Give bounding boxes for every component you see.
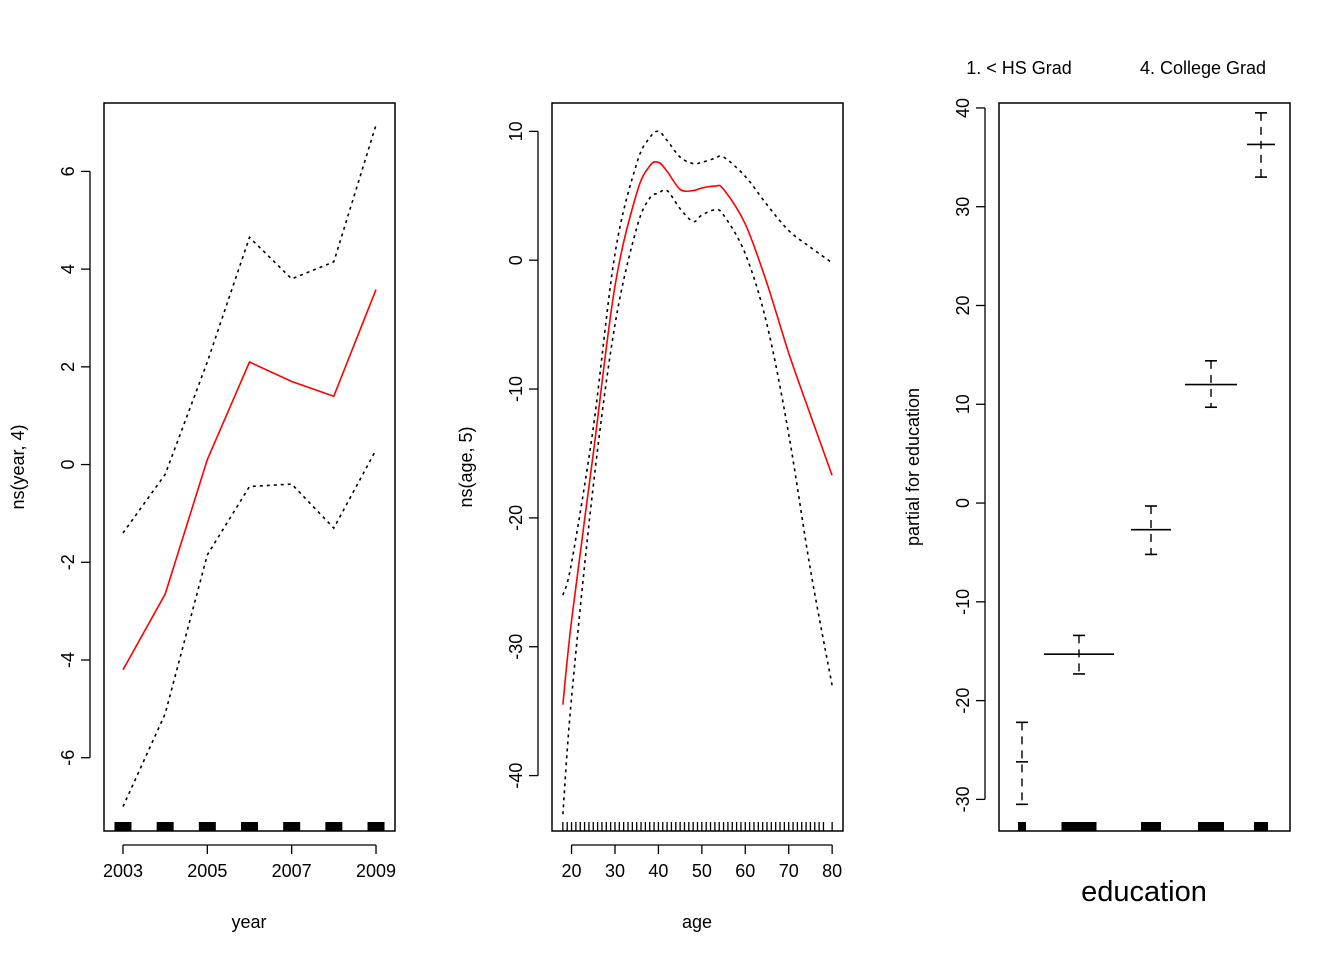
- y-tick-label: 6: [58, 166, 78, 176]
- top-label-second: 4. College Grad: [1140, 58, 1266, 78]
- panel-education: -30 -20 -10 0 10 20 30 40 1. < HS Grad 4. Colle…: [903, 58, 1291, 908]
- y-tick-label: 10: [506, 121, 526, 141]
- series-line-fit: [562, 160, 833, 705]
- panel-year: 2003 2005 2007 2009 -6 -4 -2 0 2 4 6 year ns(year…: [8, 102, 396, 932]
- x-axis: 20 30 40 50 60 70 80: [562, 844, 842, 881]
- y-tick-label: -30: [953, 786, 973, 812]
- plot-frame: [551, 102, 844, 832]
- y-axis: -40 -30 -20 -10 0 10: [506, 121, 539, 789]
- education-estimates: [1016, 112, 1275, 806]
- education-estimate: [1016, 721, 1028, 806]
- panel-age: 20 30 40 50 60 70 80 -40 -30 -20 -10 0 10 age ns(ag…: [456, 102, 844, 932]
- education-estimate: [1131, 505, 1171, 556]
- x-tick-label: 40: [648, 861, 668, 881]
- y-tick-label: 4: [58, 264, 78, 274]
- y-tick-label: -40: [506, 763, 526, 789]
- x-tick-label: 70: [779, 861, 799, 881]
- rug-mark: [1061, 822, 1097, 831]
- y-tick-label: -10: [506, 376, 526, 402]
- series-line-lower: [122, 449, 377, 807]
- y-tick-label: -4: [58, 652, 78, 668]
- education-estimate: [1185, 360, 1237, 409]
- y-axis-label: ns(age, 5): [456, 426, 476, 507]
- x-tick-label: 60: [735, 861, 755, 881]
- rug-mark: [1141, 822, 1161, 831]
- rug-mark: [1018, 822, 1026, 831]
- y-tick-label: -10: [953, 589, 973, 615]
- x-axis-label: education: [1081, 876, 1207, 908]
- series-line-upper: [122, 124, 377, 534]
- education-estimate: [1044, 634, 1114, 675]
- x-tick-label: 20: [562, 861, 582, 881]
- plot-frame: [103, 102, 396, 832]
- x-tick-label: 2005: [187, 861, 227, 881]
- y-tick-label: 0: [953, 498, 973, 508]
- x-axis-label: age: [682, 912, 712, 932]
- top-label-first: 1. < HS Grad: [966, 58, 1072, 78]
- x-tick-label: 30: [605, 861, 625, 881]
- y-tick-label: 2: [58, 362, 78, 372]
- y-axis-label: partial for education: [903, 388, 923, 546]
- y-tick-label: -30: [506, 634, 526, 660]
- rug-mark: [1254, 822, 1268, 831]
- y-tick-label: -20: [506, 505, 526, 531]
- y-axis: -30 -20 -10 0 10 20 30 40: [953, 98, 986, 812]
- y-tick-label: 40: [953, 98, 973, 118]
- x-tick-label: 80: [822, 861, 842, 881]
- x-axis: 2003 2005 2007 2009: [103, 844, 396, 881]
- x-tick-label: 2007: [272, 861, 312, 881]
- rug: [114, 822, 385, 831]
- x-axis-label: year: [231, 912, 266, 932]
- rug-mark: [1198, 822, 1224, 831]
- y-tick-label: 30: [953, 197, 973, 217]
- y-tick-label: 10: [953, 394, 973, 414]
- plot-frame: [998, 102, 1291, 832]
- series-line-lower: [562, 188, 833, 815]
- x-tick-label: 2009: [356, 861, 396, 881]
- rug: [1018, 822, 1268, 831]
- series-lines: [122, 124, 377, 807]
- y-axis: -6 -4 -2 0 2 4 6: [58, 166, 91, 766]
- y-tick-label: -20: [953, 688, 973, 714]
- y-tick-label: -6: [58, 750, 78, 766]
- series-lines: [562, 130, 833, 815]
- y-axis-label: ns(year, 4): [8, 424, 28, 509]
- series-line-upper: [562, 130, 833, 596]
- y-tick-label: 0: [58, 460, 78, 470]
- series-line-fit: [122, 289, 377, 671]
- y-tick-label: 0: [506, 255, 526, 265]
- x-tick-label: 50: [692, 861, 712, 881]
- rug: [562, 822, 833, 831]
- education-estimate: [1247, 112, 1275, 178]
- x-tick-label: 2003: [103, 861, 143, 881]
- y-tick-label: 20: [953, 295, 973, 315]
- y-tick-label: -2: [58, 554, 78, 570]
